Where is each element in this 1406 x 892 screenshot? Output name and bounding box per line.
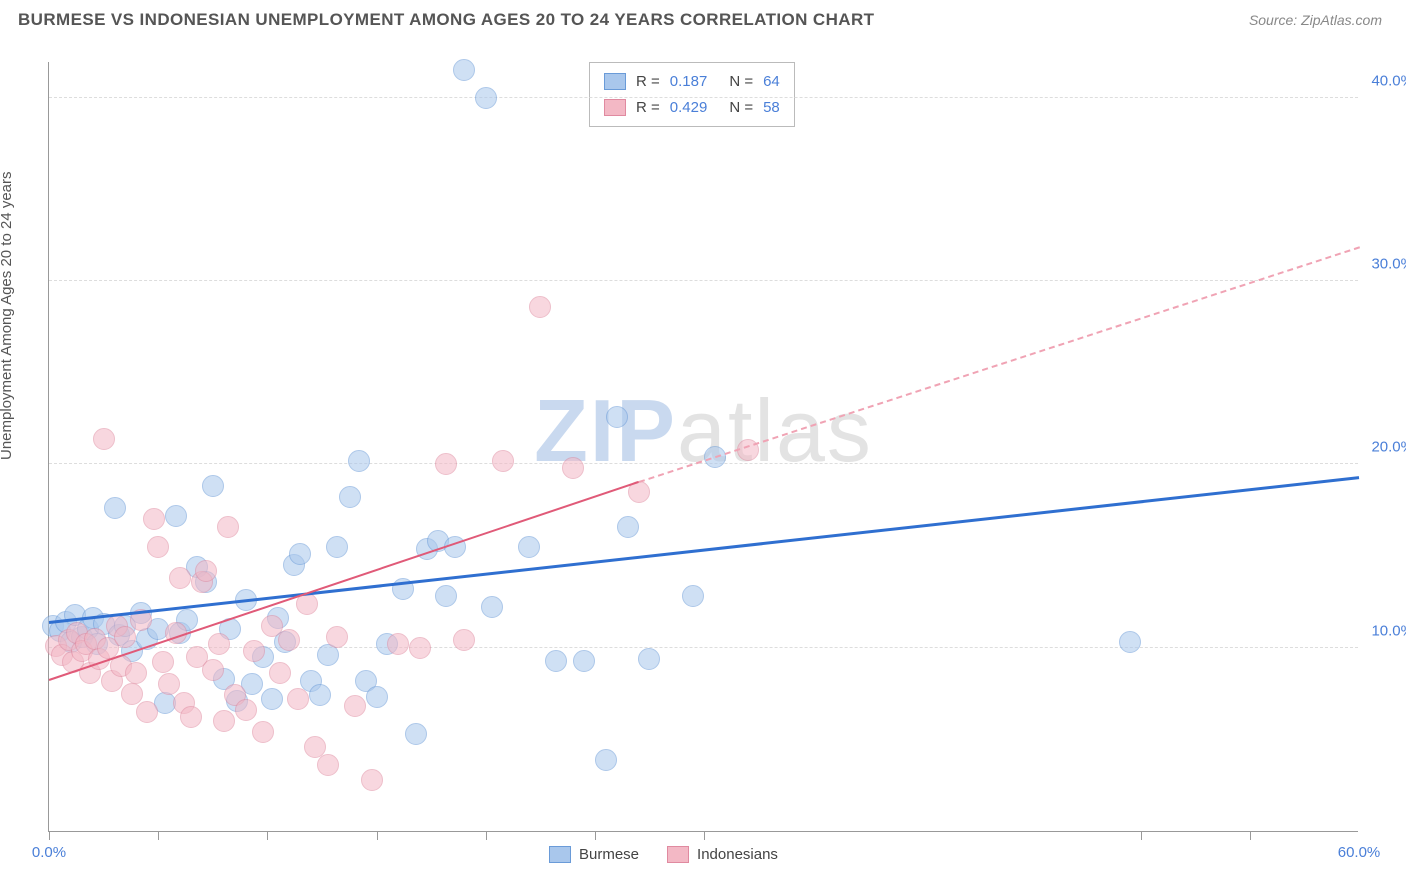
y-tick-label: 30.0% (1371, 256, 1406, 273)
data-point (435, 453, 457, 475)
x-tick (158, 831, 159, 840)
data-point (339, 486, 361, 508)
data-point (143, 508, 165, 530)
legend-item: Burmese (549, 846, 639, 863)
data-point (158, 673, 180, 695)
data-point (235, 699, 257, 721)
source-attribution: Source: ZipAtlas.com (1249, 12, 1382, 28)
data-point (518, 536, 540, 558)
data-point (326, 536, 348, 558)
data-point (348, 450, 370, 472)
legend-row: R =0.429N =58 (604, 95, 780, 121)
data-point (213, 710, 235, 732)
data-point (309, 684, 331, 706)
data-point (387, 633, 409, 655)
correlation-legend: R =0.187N =64R =0.429N =58 (589, 62, 795, 127)
data-point (104, 497, 126, 519)
data-point (152, 651, 174, 673)
gridline (49, 97, 1358, 98)
data-point (202, 475, 224, 497)
data-point (165, 505, 187, 527)
data-point (617, 516, 639, 538)
data-point (545, 650, 567, 672)
x-tick (704, 831, 705, 840)
data-point (492, 450, 514, 472)
data-point (317, 754, 339, 776)
gridline (49, 280, 1358, 281)
data-point (202, 659, 224, 681)
data-point (573, 650, 595, 672)
data-point (136, 701, 158, 723)
x-tick (486, 831, 487, 840)
legend-swatch (667, 846, 689, 863)
data-point (481, 596, 503, 618)
watermark: ZIPatlas (534, 380, 873, 482)
data-point (638, 648, 660, 670)
data-point (195, 560, 217, 582)
data-point (261, 688, 283, 710)
x-tick (377, 831, 378, 840)
data-point (529, 296, 551, 318)
chart-title: BURMESE VS INDONESIAN UNEMPLOYMENT AMONG… (18, 10, 874, 30)
data-point (326, 626, 348, 648)
data-point (366, 686, 388, 708)
trend-line (49, 476, 1359, 624)
legend-row: R =0.187N =64 (604, 69, 780, 95)
data-point (409, 637, 431, 659)
data-point (147, 536, 169, 558)
data-point (217, 516, 239, 538)
y-tick-label: 20.0% (1371, 439, 1406, 456)
data-point (252, 721, 274, 743)
scatter-plot: ZIPatlas R =0.187N =64R =0.429N =58 Burm… (48, 62, 1358, 832)
chart-container: Unemployment Among Ages 20 to 24 years Z… (0, 40, 1406, 892)
x-tick (1141, 831, 1142, 840)
data-point (361, 769, 383, 791)
data-point (562, 457, 584, 479)
x-tick-label: 0.0% (32, 844, 66, 861)
data-point (344, 695, 366, 717)
y-tick-label: 10.0% (1371, 622, 1406, 639)
x-tick (595, 831, 596, 840)
legend-item: Indonesians (667, 846, 778, 863)
x-tick (1250, 831, 1251, 840)
data-point (278, 629, 300, 651)
y-tick-label: 40.0% (1371, 72, 1406, 89)
data-point (208, 633, 230, 655)
data-point (606, 406, 628, 428)
data-point (125, 662, 147, 684)
y-axis-label: Unemployment Among Ages 20 to 24 years (0, 171, 15, 460)
legend-swatch (604, 73, 626, 90)
legend-swatch (549, 846, 571, 863)
data-point (453, 59, 475, 81)
gridline (49, 463, 1358, 464)
data-point (435, 585, 457, 607)
data-point (93, 428, 115, 450)
data-point (475, 87, 497, 109)
trend-line (638, 246, 1359, 483)
data-point (180, 706, 202, 728)
data-point (682, 585, 704, 607)
data-point (287, 688, 309, 710)
x-tick (49, 831, 50, 840)
data-point (453, 629, 475, 651)
x-tick (267, 831, 268, 840)
data-point (269, 662, 291, 684)
legend-swatch (604, 99, 626, 116)
data-point (121, 683, 143, 705)
data-point (243, 640, 265, 662)
data-point (1119, 631, 1141, 653)
x-tick-label: 60.0% (1338, 844, 1381, 861)
data-point (289, 543, 311, 565)
data-point (595, 749, 617, 771)
data-point (169, 567, 191, 589)
data-point (405, 723, 427, 745)
series-legend: Burmese Indonesians (549, 846, 778, 863)
